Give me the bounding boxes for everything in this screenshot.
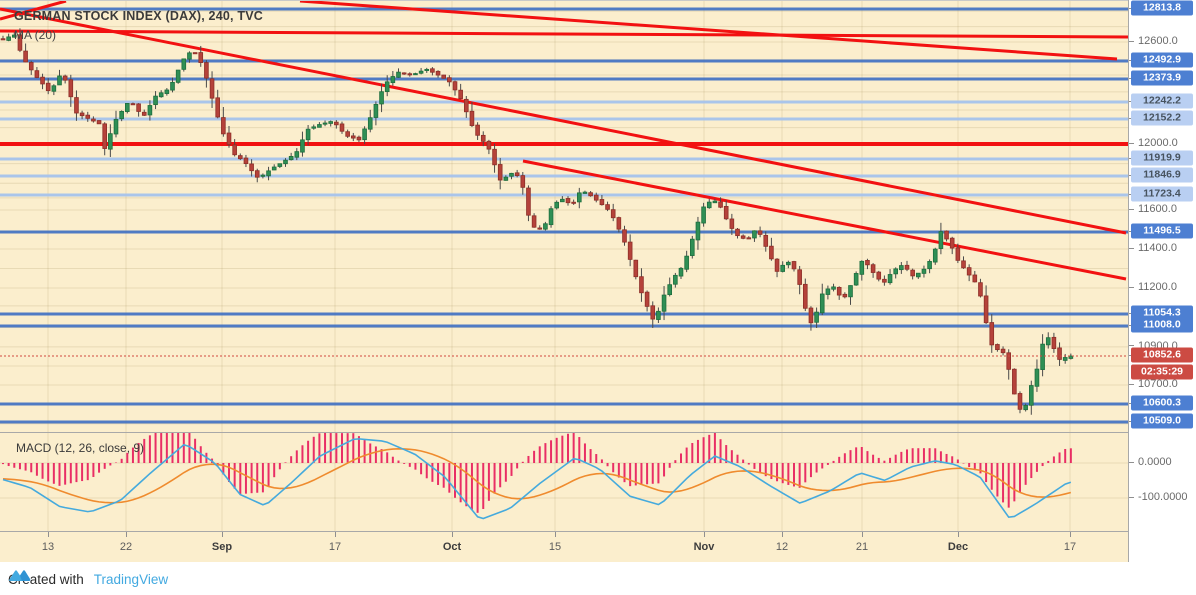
time-tick: [862, 532, 863, 537]
level-price-badge: 11008.0: [1131, 317, 1193, 333]
time-tick: [335, 532, 336, 537]
price-scale[interactable]: 12600.0 12000.0 11600.0 11400.0 11200.0 10900…: [1128, 0, 1196, 562]
last-price-badge: 10852.6: [1131, 347, 1193, 363]
time-tick: [222, 532, 223, 537]
macd-pane-canvas[interactable]: MACD (12, 26, close, 9): [0, 432, 1128, 531]
macd-axis-label: 0.0000: [1138, 456, 1172, 468]
time-axis-label: Nov: [693, 541, 715, 553]
level-price-badge: 12373.9: [1131, 70, 1193, 86]
price-tick: [1129, 40, 1134, 42]
time-axis-label: 22: [119, 541, 133, 553]
level-price-badge: 12492.9: [1131, 52, 1193, 68]
time-axis-label: Oct: [442, 541, 462, 553]
price-tick: [1129, 247, 1134, 249]
time-axis-label: 17: [328, 541, 342, 553]
time-axis-label: Dec: [947, 541, 969, 553]
time-tick: [126, 532, 127, 537]
time-tick: [452, 532, 453, 537]
macd-axis-label: -100.0000: [1138, 491, 1188, 503]
level-price-badge: 12813.8: [1131, 0, 1193, 16]
time-tick: [782, 532, 783, 537]
price-axis-label: 12600.0: [1138, 35, 1178, 47]
level-price-badge: 11919.9: [1131, 150, 1193, 166]
bar-countdown-badge: 02:35:29: [1131, 364, 1193, 380]
level-price-badge: 12242.2: [1131, 93, 1193, 109]
time-scale[interactable]: 13 22 Sep 17 Oct 15 Nov 12 21 Dec 17: [0, 531, 1128, 562]
level-price-badge: 10509.0: [1131, 413, 1193, 429]
price-tick: [1129, 461, 1134, 463]
price-tick: [1129, 345, 1134, 347]
level-price-badge: 10600.3: [1131, 395, 1193, 411]
time-axis-label: 21: [855, 541, 869, 553]
price-axis-label: 11200.0: [1138, 281, 1177, 293]
price-tick: [1129, 383, 1134, 385]
candlestick-plot: [0, 1, 1128, 433]
macd-plot: [0, 433, 1128, 531]
price-axis-label: 11400.0: [1138, 242, 1177, 254]
axis-corner: [1128, 531, 1196, 562]
level-price-badge: 11496.5: [1131, 223, 1193, 239]
level-price-badge: 11846.9: [1131, 167, 1193, 183]
time-axis-label: 12: [775, 541, 789, 553]
level-price-badge: 11723.4: [1131, 186, 1193, 202]
tradingview-brand-link[interactable]: TradingView: [93, 571, 169, 587]
time-tick: [704, 532, 705, 537]
time-axis-label: 13: [41, 541, 55, 553]
time-axis-label: 17: [1063, 541, 1077, 553]
time-axis-label: Sep: [211, 541, 233, 553]
time-tick: [48, 532, 49, 537]
price-axis-label: 10700.0: [1138, 378, 1178, 391]
time-tick: [958, 532, 959, 537]
attribution-footer: Created with TradingView: [8, 567, 168, 591]
price-tick: [1129, 286, 1134, 288]
price-tick: [1129, 142, 1134, 144]
price-tick: [1129, 208, 1134, 210]
price-tick: [1129, 496, 1134, 498]
time-tick: [555, 532, 556, 537]
price-axis-label: 12000.0: [1138, 137, 1178, 149]
price-axis-label: 11600.0: [1138, 203, 1177, 215]
time-tick: [1070, 532, 1071, 537]
level-price-badge: 12152.2: [1131, 110, 1193, 126]
level-price-badge: 11054.3: [1131, 305, 1193, 321]
time-axis-label: 15: [548, 541, 562, 553]
main-chart-canvas[interactable]: GERMAN STOCK INDEX (DAX), 240, TVC MA (2…: [0, 0, 1128, 433]
